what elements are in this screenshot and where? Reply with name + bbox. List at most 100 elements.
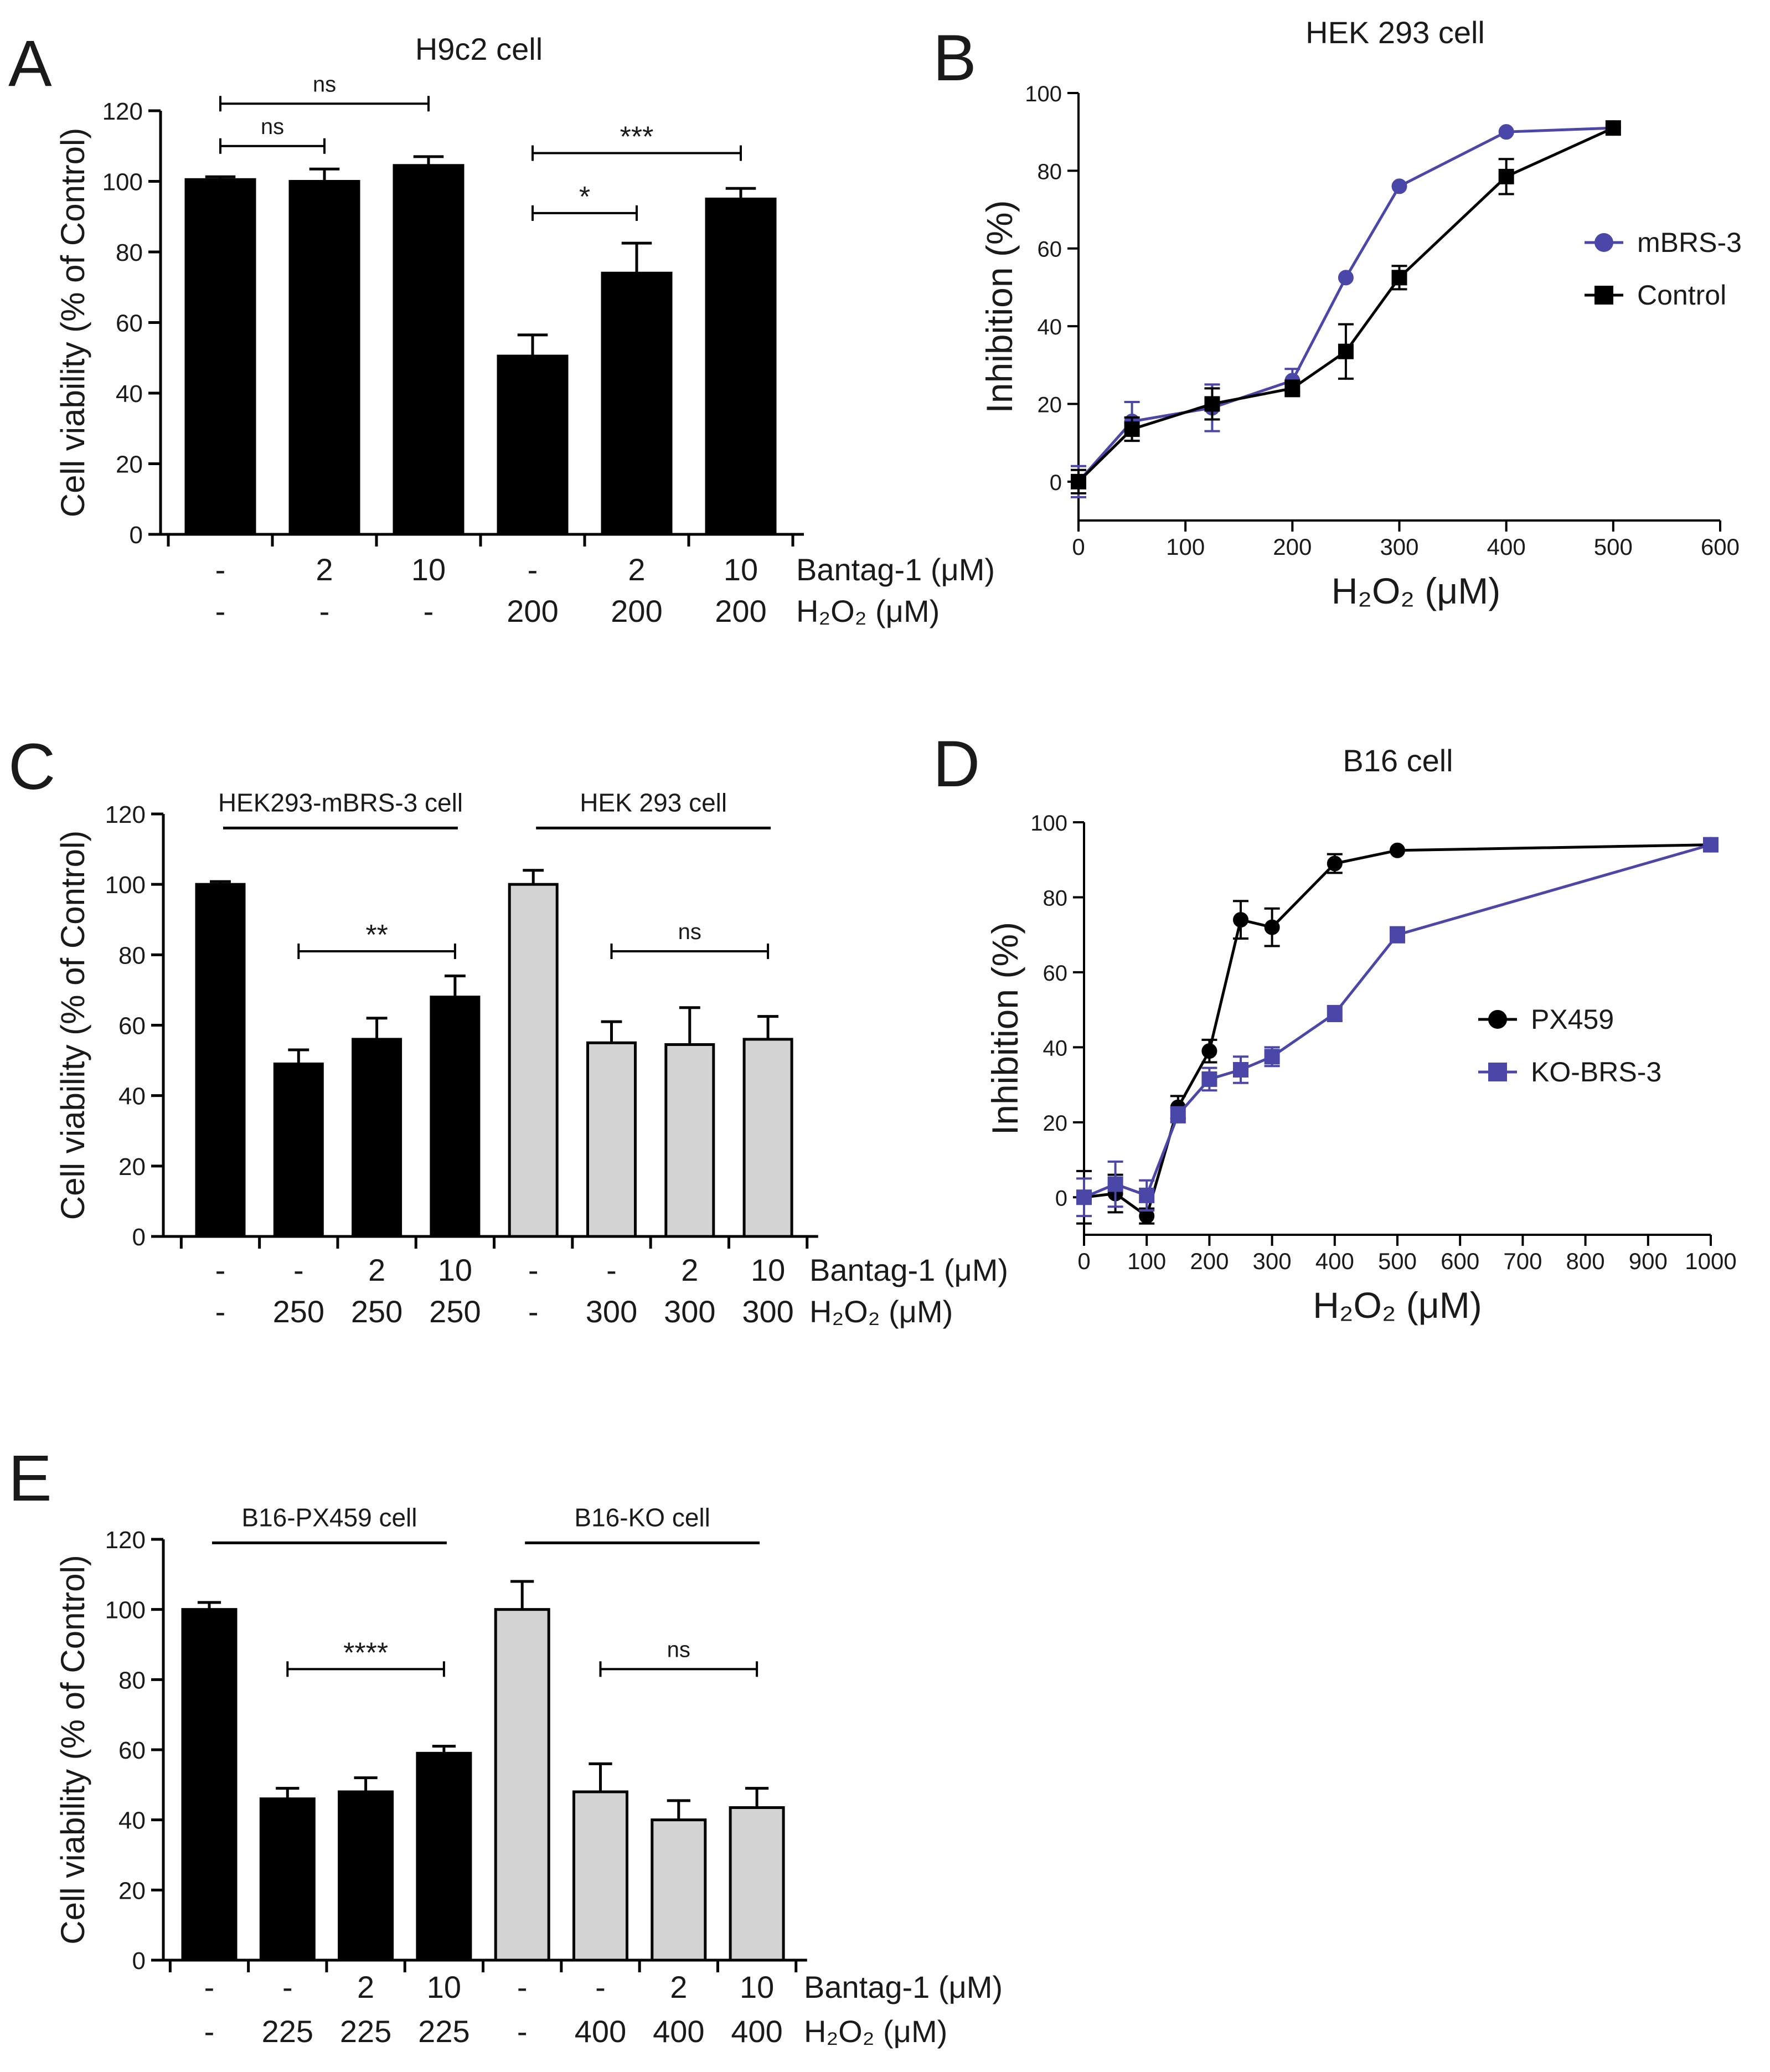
bantag-value: 10 xyxy=(724,552,758,587)
data-point xyxy=(1201,1071,1217,1087)
data-point xyxy=(1139,1187,1155,1203)
x-tick-label: 700 xyxy=(1503,1248,1542,1274)
h2o2-value: 400 xyxy=(575,2014,626,2049)
y-tick-label: 20 xyxy=(1038,393,1062,417)
h2o2-value: 225 xyxy=(262,2014,313,2049)
y-tick-label: 40 xyxy=(116,380,143,408)
bantag-value: - xyxy=(517,1970,528,2004)
x-tick-label: 400 xyxy=(1315,1248,1354,1274)
bantag-value: - xyxy=(204,1970,215,2004)
row-label-bantag: Bantag-1 (μM) xyxy=(809,1253,1008,1287)
x-tick-label: 100 xyxy=(1166,534,1205,560)
bar xyxy=(729,1806,785,1962)
legend-label: PX459 xyxy=(1531,1004,1614,1035)
bar xyxy=(508,883,559,1238)
data-point xyxy=(1391,270,1407,286)
h2o2-value: 400 xyxy=(731,2014,782,2049)
bar xyxy=(651,1818,707,1962)
y-tick-label: 80 xyxy=(1043,886,1068,910)
bar xyxy=(273,1062,324,1238)
y-tick-label: 100 xyxy=(105,1597,146,1624)
panel-letter-d: D xyxy=(933,728,980,801)
x-tick-label: 900 xyxy=(1629,1248,1668,1274)
h2o2-value: 200 xyxy=(611,594,662,628)
x-tick-label: 400 xyxy=(1487,534,1526,560)
bar xyxy=(288,180,360,536)
chart-title: H9c2 cell xyxy=(415,32,543,66)
data-point xyxy=(1338,343,1354,359)
h2o2-value: 250 xyxy=(351,1294,402,1329)
group-label: HEK293-mBRS-3 cell xyxy=(218,788,463,817)
series-control: Control xyxy=(1071,120,1726,494)
panel-c: 0 20 40 60 80 100 120 Cell viability (% of Cont… xyxy=(54,788,1008,1329)
data-point xyxy=(1327,1006,1343,1022)
x-axis-label: H₂O₂ (μM) xyxy=(1332,570,1501,611)
y-tick-label: 80 xyxy=(116,239,143,266)
bar xyxy=(430,996,481,1238)
x-tick-label: 500 xyxy=(1378,1248,1417,1274)
h2o2-value: 300 xyxy=(742,1294,793,1329)
y-tick-label: 120 xyxy=(105,801,146,828)
data-point xyxy=(1284,380,1301,396)
bantag-value: 10 xyxy=(751,1253,785,1287)
h2o2-value: 200 xyxy=(715,594,766,628)
x-tick-label: 600 xyxy=(1441,1248,1479,1274)
h2o2-value: 250 xyxy=(273,1294,324,1329)
y-tick-label: 120 xyxy=(102,98,143,125)
bar xyxy=(352,1038,402,1238)
bantag-value: 10 xyxy=(411,552,446,587)
bantag-value: - xyxy=(595,1970,606,2004)
series-line xyxy=(1083,843,1711,1199)
data-point xyxy=(1233,1062,1248,1078)
data-point xyxy=(1204,396,1220,412)
y-tick-label: 60 xyxy=(1043,961,1068,986)
x-axis-label: H₂O₂ (μM) xyxy=(1313,1285,1482,1326)
y-tick-label: 120 xyxy=(105,1527,146,1554)
y-tick-label: 60 xyxy=(118,1737,146,1764)
bantag-value: 2 xyxy=(628,552,645,587)
y-axis-label: Cell viability (% of Control) xyxy=(54,831,91,1220)
y-tick-label: 60 xyxy=(1038,238,1062,262)
data-point xyxy=(1264,1049,1280,1065)
data-point xyxy=(1498,168,1514,184)
y-tick-label: 80 xyxy=(118,1667,146,1694)
significance-label: ** xyxy=(365,919,388,951)
data-point xyxy=(1107,1176,1123,1192)
bantag-value: - xyxy=(215,552,226,587)
y-tick-label: 0 xyxy=(132,1224,146,1251)
legend-label: mBRS-3 xyxy=(1637,227,1742,258)
h2o2-value: 300 xyxy=(586,1294,637,1329)
data-point xyxy=(1201,1043,1217,1059)
x-tick-label: 0 xyxy=(1072,534,1085,560)
bantag-value: 2 xyxy=(357,1970,374,2004)
x-tick-label: 0 xyxy=(1077,1248,1090,1274)
bar xyxy=(572,1790,628,1962)
panel-a: H9c2 cell 0 20 40 60 80 100 120 Cell viability (… xyxy=(54,32,995,628)
bar xyxy=(259,1797,316,1962)
y-tick-label: 100 xyxy=(1030,811,1067,836)
bar xyxy=(494,1608,550,1962)
series-line xyxy=(1077,126,1614,483)
bantag-value: - xyxy=(282,1970,293,2004)
y-tick-label: 40 xyxy=(1038,315,1062,339)
y-tick-label: 40 xyxy=(118,1807,146,1834)
x-tick-label: 200 xyxy=(1273,534,1312,560)
h2o2-value: - xyxy=(319,594,330,628)
data-point xyxy=(1338,270,1354,286)
row-label-h2o2: H₂O₂ (μM) xyxy=(796,594,940,628)
row-label-bantag: Bantag-1 (μM) xyxy=(796,552,995,587)
x-tick-label: 500 xyxy=(1594,534,1633,560)
y-tick-label: 0 xyxy=(1055,1186,1067,1210)
data-point xyxy=(1264,919,1280,935)
row-label-bantag: Bantag-1 (μM) xyxy=(804,1970,1003,2004)
data-point xyxy=(1488,1010,1507,1029)
data-point xyxy=(1605,120,1621,136)
bantag-value: 10 xyxy=(438,1253,472,1287)
bantag-value: - xyxy=(528,1253,539,1287)
h2o2-value: 250 xyxy=(429,1294,481,1329)
group-label: HEK 293 cell xyxy=(580,788,727,817)
significance-label: **** xyxy=(343,1637,388,1669)
series-ko-brs-3: KO-BRS-3 xyxy=(1076,837,1719,1218)
bantag-value: 10 xyxy=(427,1970,461,2004)
